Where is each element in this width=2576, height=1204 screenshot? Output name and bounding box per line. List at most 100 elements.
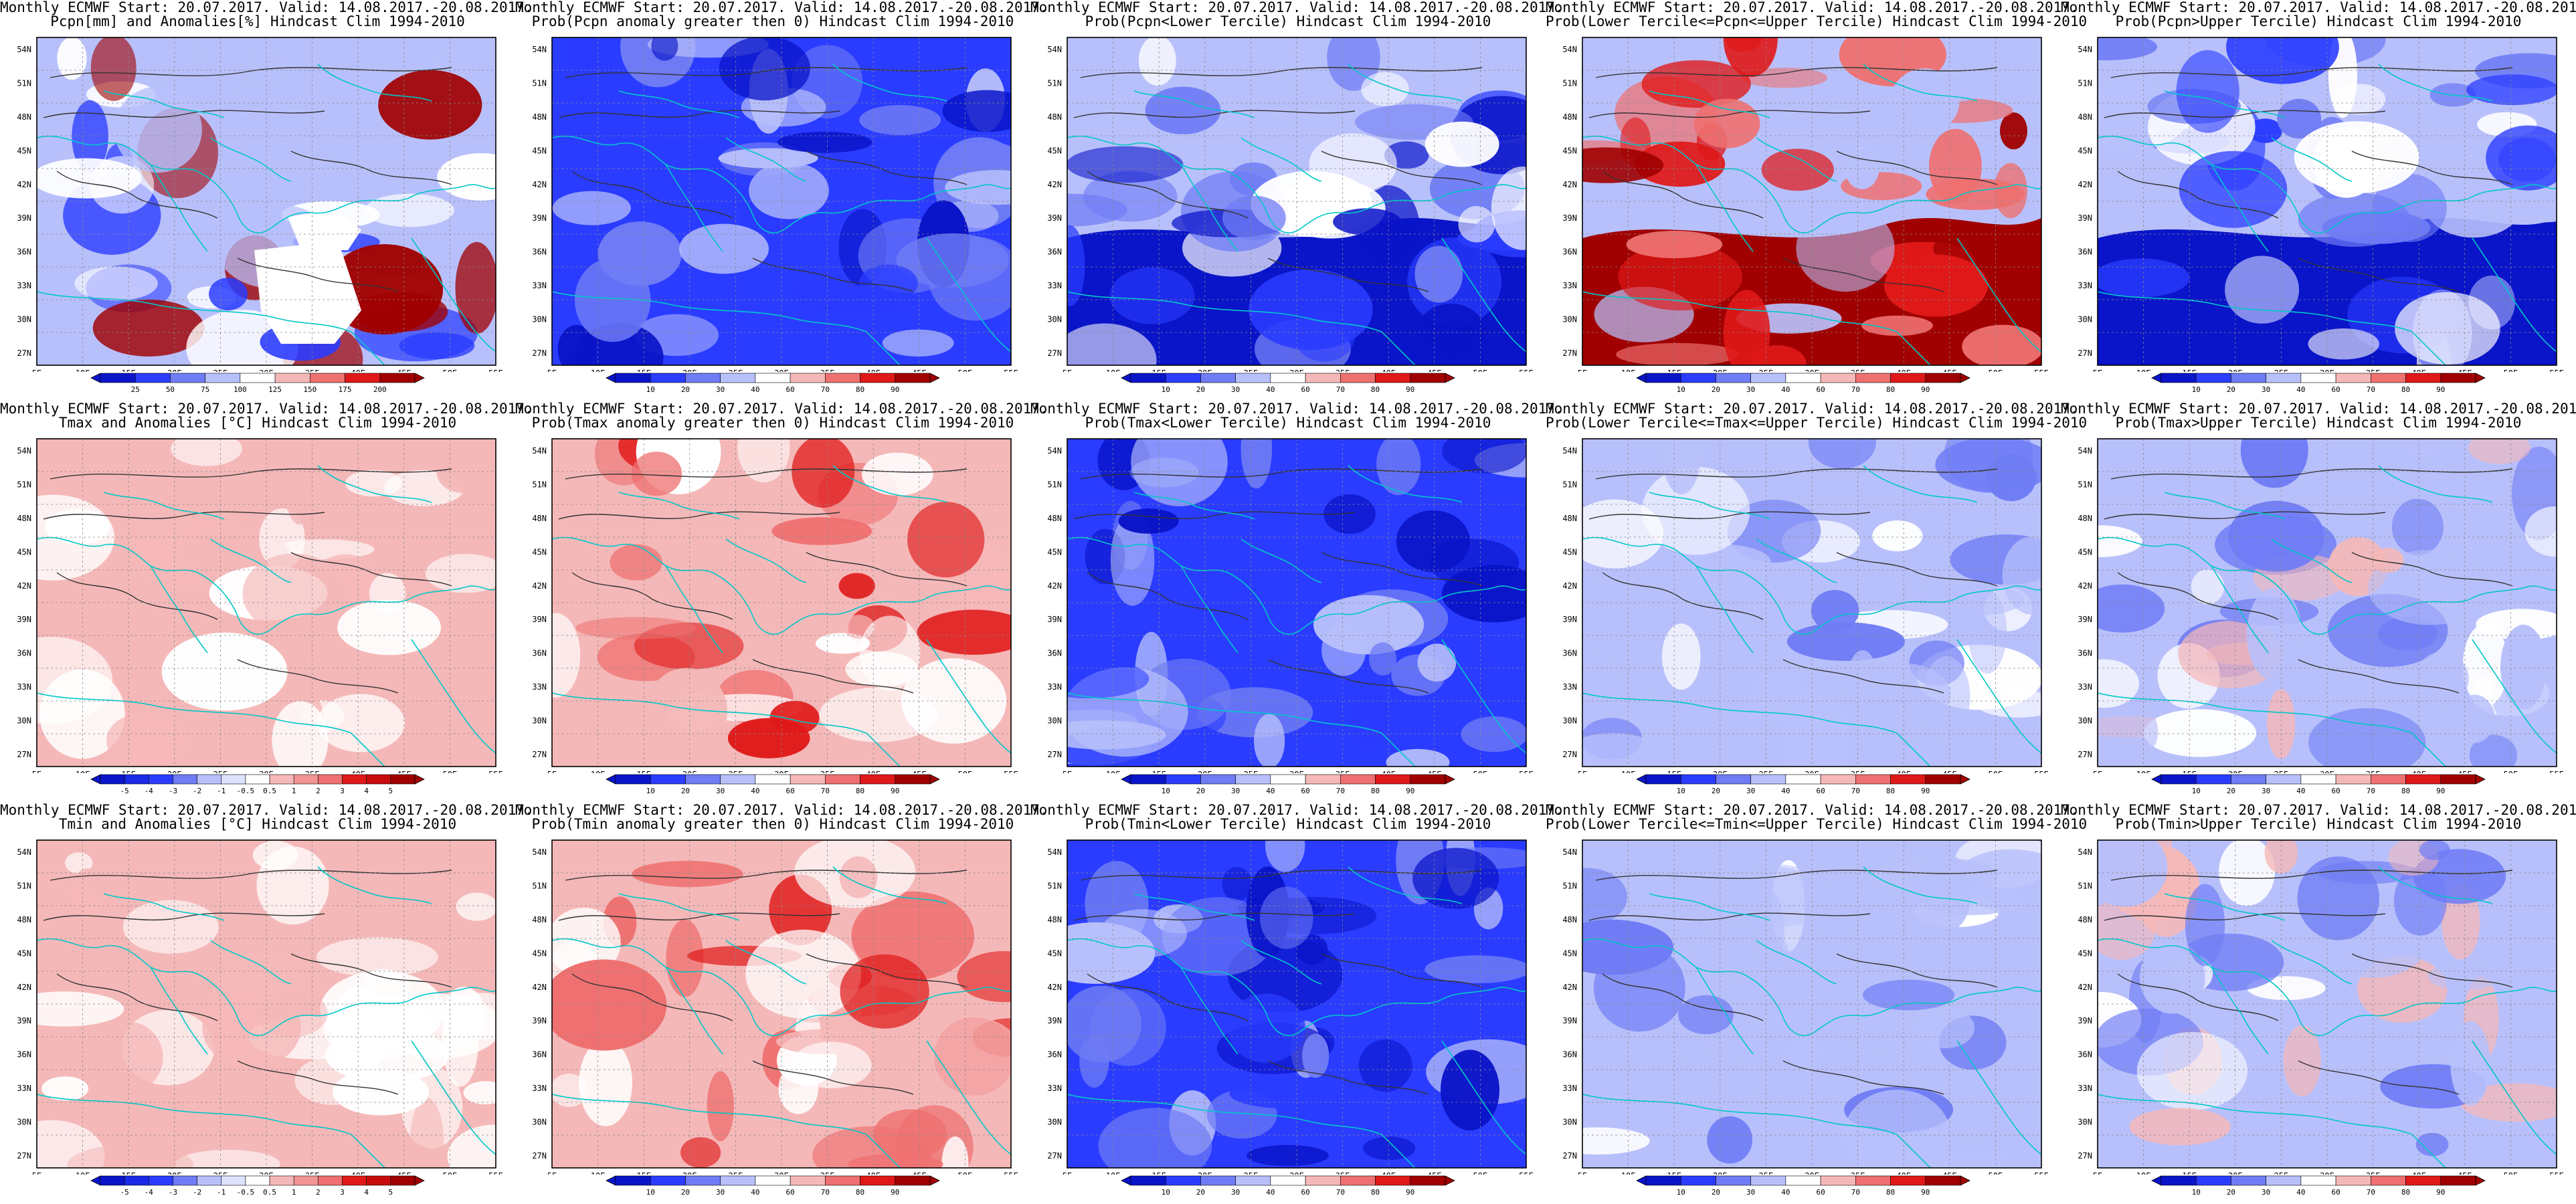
colorbar-tick-label: 80 xyxy=(1371,385,1380,394)
colorbar-swatch xyxy=(269,1175,294,1186)
lon-label: 50E xyxy=(443,770,458,773)
lon-label: 50E xyxy=(1473,1171,1488,1175)
colorbar-tick-label: 150 xyxy=(303,385,316,394)
lat-label: 45N xyxy=(1562,948,1577,958)
colorbar-swatch xyxy=(1165,1175,1201,1186)
colorbar-tick-label: 30 xyxy=(2262,385,2270,394)
colorbar-swatch xyxy=(1130,774,1166,785)
colorbar-swatch xyxy=(1270,1175,1306,1186)
map-panel: Monthly ECMWF Start: 20.07.2017. Valid: … xyxy=(0,803,533,1204)
map-plot: 54N 51N 48N 45N 42N 39N 36N 33N 30N 27N 5E 10E 15E 20… xyxy=(532,438,1018,773)
lon-label: 5E xyxy=(547,770,557,773)
lon-label: 30E xyxy=(2320,1171,2334,1175)
lat-label: 54N xyxy=(17,45,31,54)
colorbar-tick-label: 40 xyxy=(1781,787,1790,795)
colorbar-swatch xyxy=(1750,1175,1786,1186)
lat-label: 30N xyxy=(532,716,547,726)
lon-label: 55E xyxy=(488,770,503,773)
colorbar-tick-label: -0.5 xyxy=(237,787,255,795)
colorbar-tick-label: -2 xyxy=(193,787,201,795)
lat-label: 42N xyxy=(532,983,547,992)
colorbar-swatch xyxy=(1680,774,1716,785)
colorbar-swatch xyxy=(1340,373,1376,383)
lat-label: 30N xyxy=(1562,1118,1577,1127)
lat-label: 36N xyxy=(532,1050,547,1060)
colorbar-swatch xyxy=(221,774,246,785)
colorbar-tick-label: 200 xyxy=(373,385,387,394)
colorbar-tick-label: 20 xyxy=(1196,1188,1205,1197)
colorbar-swatch xyxy=(1855,373,1891,383)
colorbar-tick-label: 40 xyxy=(2296,385,2305,394)
colorbar-swatch xyxy=(2160,1175,2197,1186)
lat-label: 48N xyxy=(1047,112,1062,122)
colorbar-swatch xyxy=(650,1175,686,1186)
lon-label: 35E xyxy=(1336,770,1350,773)
lon-label: 15E xyxy=(1667,770,1681,773)
lon-label: 25E xyxy=(729,1171,743,1175)
lat-label: 30N xyxy=(1047,315,1062,324)
lon-label: 55E xyxy=(2549,1171,2564,1175)
panel-header: Monthly ECMWF Start: 20.07.2017. Valid: … xyxy=(515,0,1048,15)
lon-label: 45E xyxy=(912,770,927,773)
lat-label: 45N xyxy=(1047,547,1062,557)
colorbar-tick-label: 70 xyxy=(2367,385,2375,394)
colorbar-swatch xyxy=(1130,1175,1166,1186)
lon-label: 45E xyxy=(2458,369,2472,372)
lat-label: 33N xyxy=(1562,1084,1577,1093)
lon-label: 45E xyxy=(1427,369,1442,372)
lon-label: 10E xyxy=(1621,770,1636,773)
panel-header: Monthly ECMWF Start: 20.07.2017. Valid: … xyxy=(1546,401,2079,417)
colorbar-tick-label: 90 xyxy=(2436,787,2445,795)
lat-label: 51N xyxy=(1047,78,1062,88)
lat-label: 54N xyxy=(532,45,547,54)
lon-label: 35E xyxy=(305,770,320,773)
colorbar-swatch xyxy=(2195,373,2231,383)
lon-label: 20E xyxy=(1198,369,1212,372)
lat-label: 27N xyxy=(17,348,31,358)
lat-label: 42N xyxy=(2078,983,2092,992)
colorbar-swatch xyxy=(124,774,149,785)
map-panel: Monthly ECMWF Start: 20.07.2017. Valid: … xyxy=(1030,0,1564,401)
lat-label: 36N xyxy=(1562,1050,1577,1060)
colorbar-swatch xyxy=(1820,1175,1856,1186)
lon-label: 30E xyxy=(259,369,274,372)
colorbar-swatch xyxy=(1890,1175,1926,1186)
lon-label: 10E xyxy=(1106,1171,1121,1175)
colorbar-tick-label: 40 xyxy=(751,787,759,795)
lon-label: 45E xyxy=(397,770,411,773)
colorbar-tick-label: 90 xyxy=(891,385,899,394)
map-panel: Monthly ECMWF Start: 20.07.2017. Valid: … xyxy=(1030,803,1564,1204)
lat-label: 36N xyxy=(17,649,31,658)
colorbar-tick-label: 10 xyxy=(1677,1188,1685,1197)
lat-label: 27N xyxy=(17,1151,31,1161)
lon-label: 40E xyxy=(2411,1171,2426,1175)
lat-label: 33N xyxy=(532,1084,547,1093)
colorbar-tick-label: 70 xyxy=(1336,787,1345,795)
lon-label: 10E xyxy=(76,369,90,372)
lon-label: 55E xyxy=(1004,770,1018,773)
lat-label: 39N xyxy=(1047,1016,1062,1025)
colorbar-tick-label: 90 xyxy=(891,1188,899,1197)
colorbar-swatch xyxy=(1270,774,1306,785)
lon-label: 40E xyxy=(1381,369,1396,372)
lat-label: 42N xyxy=(1562,180,1577,189)
colorbar-swatch xyxy=(1925,1175,1961,1186)
panel-header: Monthly ECMWF Start: 20.07.2017. Valid: … xyxy=(1546,0,2079,15)
lon-label: 35E xyxy=(305,369,320,372)
colorbar-swatch xyxy=(2440,373,2476,383)
lat-label: 39N xyxy=(532,615,547,624)
colorbar-tick-label: 70 xyxy=(1336,385,1345,394)
lon-label: 15E xyxy=(121,1171,136,1175)
map-plot: 54N 51N 48N 45N 42N 39N 36N 33N 30N 27N 5E 10E 15E 20… xyxy=(1562,37,2049,372)
colorbar-tick-label: 20 xyxy=(2227,787,2235,795)
lat-label: 33N xyxy=(17,1084,31,1093)
lat-label: 33N xyxy=(1562,682,1577,692)
colorbar-swatch xyxy=(1165,774,1201,785)
colorbar-tick-label: 75 xyxy=(201,385,209,394)
lon-label: 55E xyxy=(2549,369,2564,372)
lon-label: 55E xyxy=(1519,770,1534,773)
lat-label: 36N xyxy=(1047,1050,1062,1060)
lat-label: 27N xyxy=(532,1151,547,1161)
map-plot: 54N 51N 48N 45N 42N 39N 36N 33N 30N 27N 5E 10E 15E 20… xyxy=(1047,37,1534,372)
